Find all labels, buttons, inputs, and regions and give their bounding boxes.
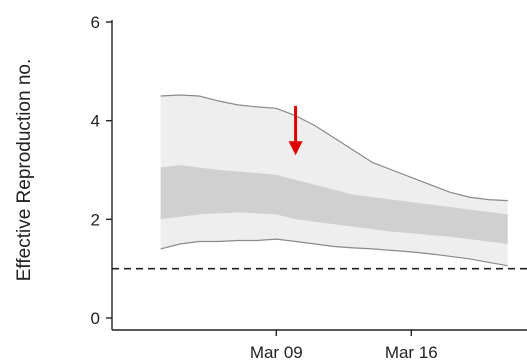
y-axis-title: Effective Reproduction no. (14, 59, 35, 282)
inner-interval-band (160, 165, 508, 244)
annotation-group (288, 105, 303, 156)
arrow-head (288, 141, 303, 156)
y-tick-label: 0 (91, 309, 100, 328)
outer-upper-line (160, 94, 508, 202)
axes: 0 2 4 6 Mar 09 Mar 16 (91, 13, 527, 362)
x-tick-label: Mar 16 (385, 343, 438, 362)
y-tick-label: 4 (91, 112, 100, 131)
y-tick-label: 6 (91, 13, 100, 32)
x-tick-label: Mar 09 (250, 343, 303, 362)
interval-bands (160, 94, 508, 267)
outer-lower-line (160, 238, 508, 267)
y-tick-label: 2 (91, 210, 100, 229)
